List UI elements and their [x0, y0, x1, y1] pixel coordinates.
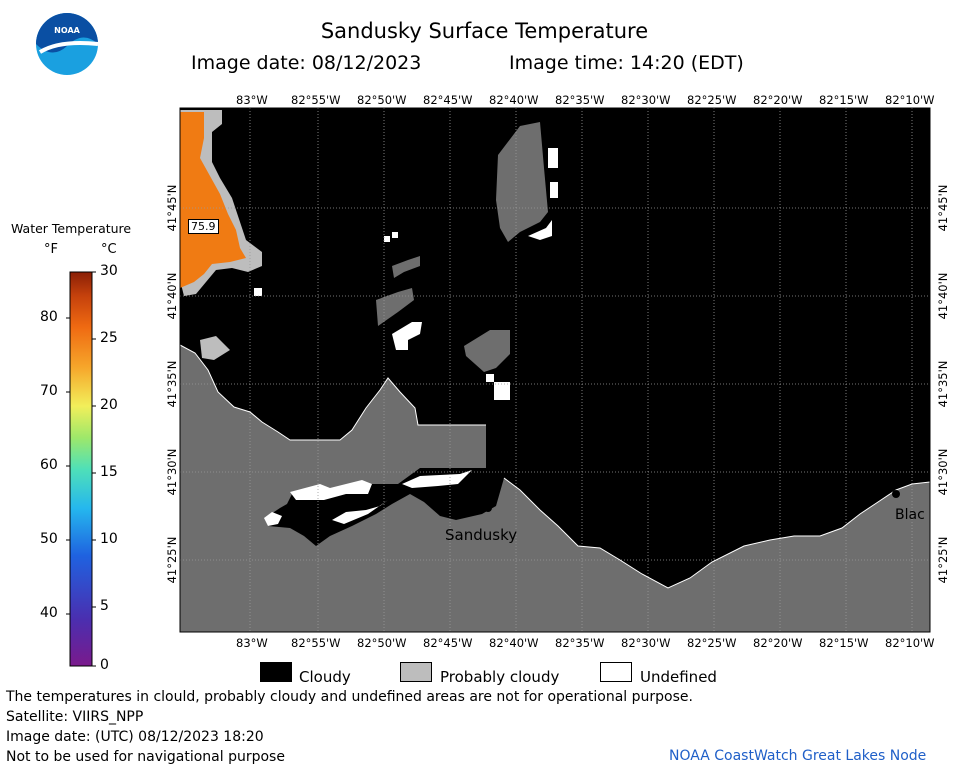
colorbar-title: Water Temperature	[11, 221, 132, 236]
lon-label: 82°30'W	[621, 636, 671, 650]
c-label: 30	[100, 263, 118, 279]
lat-label: 41°40'N	[165, 272, 179, 320]
f-label: 40	[40, 605, 58, 621]
lon-label: 82°50'W	[357, 93, 407, 107]
note-satellite: Satellite: VIIRS_NPP	[6, 709, 144, 725]
place-label-black: Blac	[895, 507, 925, 523]
map-frame	[179, 107, 931, 633]
legend-label-probably-cloudy: Probably cloudy	[440, 668, 560, 686]
c-label: 15	[100, 464, 118, 480]
credit-line: NOAA CoastWatch Great Lakes Node	[669, 748, 927, 764]
lat-label: 41°35'N	[936, 360, 950, 408]
lat-label: 41°45'N	[165, 184, 179, 232]
lat-label: 41°45'N	[936, 184, 950, 232]
map-title: Sandusky Surface Temperature	[320, 19, 649, 43]
colorbar-unit-f: °F	[44, 242, 58, 257]
lon-label: 82°10'W	[885, 93, 935, 107]
lon-label: 82°15'W	[819, 93, 869, 107]
colorbar-unit-c: °C	[101, 242, 117, 257]
lon-label: 82°15'W	[819, 636, 869, 650]
black-river-marker	[892, 490, 900, 498]
noaa-logo-icon: NOAA	[36, 13, 99, 75]
warm-water-area	[180, 112, 246, 288]
lat-label: 41°25'N	[936, 536, 950, 584]
lon-label: 82°20'W	[753, 636, 803, 650]
c-label: 20	[100, 397, 118, 413]
lon-label: 82°25'W	[687, 93, 737, 107]
place-label-sandusky: Sandusky	[445, 526, 518, 544]
legend-swatch-probably-cloudy	[400, 662, 432, 682]
lon-label: 82°55'W	[291, 636, 341, 650]
c-label: 5	[100, 598, 109, 614]
island-west-sister	[464, 330, 510, 372]
f-label: 60	[40, 457, 58, 473]
probably-cloudy-patch	[200, 336, 230, 360]
mainland	[180, 345, 930, 632]
c-label: 25	[100, 330, 118, 346]
cursor-value-label: 75.9	[188, 219, 219, 234]
graticule	[180, 108, 930, 632]
lon-label: 82°35'W	[555, 636, 605, 650]
legend-swatch-cloudy	[260, 662, 292, 682]
image-date-subtitle: Image date: 08/12/2023	[191, 52, 422, 74]
note-operational: The temperatures in clould, probably clo…	[6, 689, 693, 705]
shoreline	[179, 344, 931, 589]
lon-label: 82°45'W	[423, 93, 473, 107]
lon-label: 82°55'W	[291, 93, 341, 107]
lat-label: 41°30'N	[936, 448, 950, 496]
c-label: 0	[100, 657, 109, 673]
legend-label-undefined: Undefined	[640, 668, 717, 686]
lon-label: 82°50'W	[357, 636, 407, 650]
lon-label: 83°W	[236, 93, 268, 107]
noaa-logo-text: NOAA	[54, 26, 80, 35]
lat-label: 41°30'N	[165, 448, 179, 496]
image-time-subtitle: Image time: 14:20 (EDT)	[509, 52, 744, 74]
lon-label: 82°30'W	[621, 93, 671, 107]
colorbar-ticks	[66, 271, 96, 667]
f-label: 50	[40, 531, 58, 547]
lon-label: 83°W	[236, 636, 268, 650]
lon-label: 82°45'W	[423, 636, 473, 650]
undefined-areas	[254, 148, 558, 526]
island-middle-bass	[392, 256, 420, 278]
lon-label: 82°35'W	[555, 93, 605, 107]
legend-swatch-undefined	[600, 662, 632, 682]
lon-label: 82°40'W	[489, 636, 539, 650]
lon-label: 82°25'W	[687, 636, 737, 650]
lon-label: 82°20'W	[753, 93, 803, 107]
legend-label-cloudy: Cloudy	[299, 668, 351, 686]
sandusky-marker	[484, 504, 492, 512]
colorbar	[69, 271, 93, 667]
note-utc-date: Image date: (UTC) 08/12/2023 18:20	[6, 729, 264, 745]
island-kelleys	[496, 122, 548, 242]
island-north-bass	[376, 288, 414, 326]
lat-label: 41°25'N	[165, 536, 179, 584]
lat-label: 41°35'N	[165, 360, 179, 408]
lat-label: 41°40'N	[936, 272, 950, 320]
lon-label: 82°40'W	[489, 93, 539, 107]
lon-label: 82°10'W	[885, 636, 935, 650]
note-navigation: Not to be used for navigational purpose	[6, 749, 285, 765]
f-label: 70	[40, 383, 58, 399]
c-label: 10	[100, 531, 118, 547]
f-label: 80	[40, 309, 58, 325]
